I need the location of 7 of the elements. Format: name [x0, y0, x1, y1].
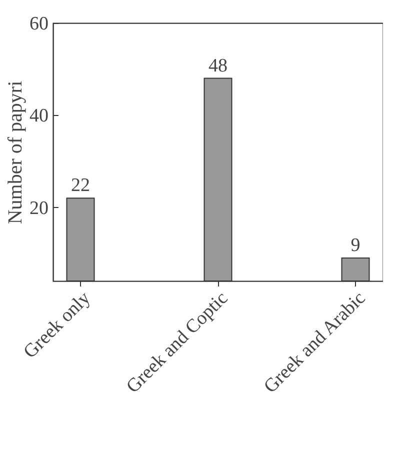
- data-label: 9: [350, 234, 360, 256]
- y-axis-title: Number of papyri: [4, 80, 26, 224]
- data-label: 48: [208, 55, 228, 76]
- data-label: 22: [71, 175, 90, 196]
- y-tick-label: 60: [30, 14, 48, 34]
- y-tick-label: 20: [30, 198, 48, 219]
- y-tick-label: 40: [30, 106, 48, 127]
